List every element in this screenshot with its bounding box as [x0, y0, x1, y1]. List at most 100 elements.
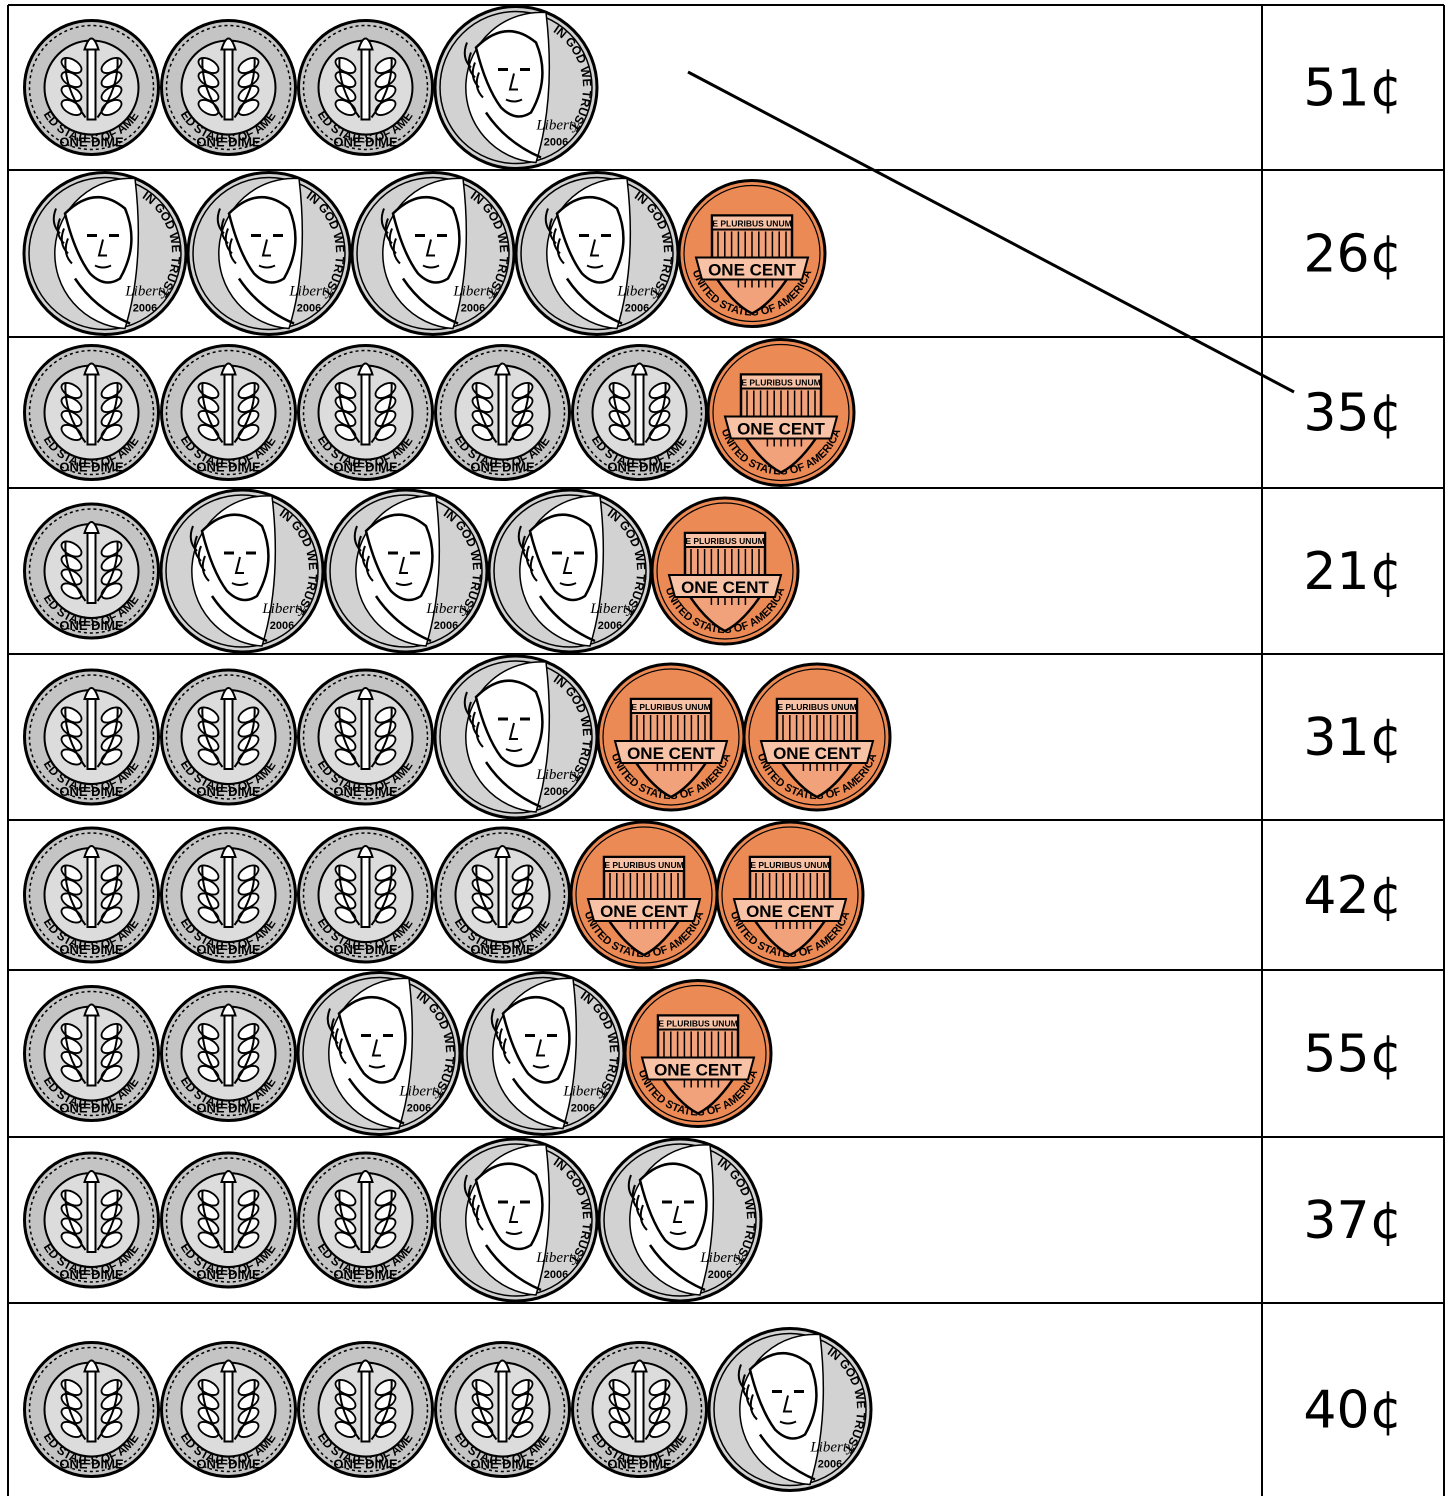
svg-text:2006: 2006 — [434, 620, 458, 632]
svg-text:ONE DIME: ONE DIME — [333, 1267, 398, 1282]
amount-label[interactable]: 42¢ — [1303, 866, 1402, 926]
svg-text:2006: 2006 — [818, 1459, 842, 1471]
svg-text:Liberty: Liberty — [535, 767, 580, 783]
svg-text:2006: 2006 — [461, 303, 485, 315]
amount-label[interactable]: 26¢ — [1303, 225, 1402, 285]
svg-text:ONE DIME: ONE DIME — [59, 618, 124, 633]
svg-text:E PLURIBUS UNUM: E PLURIBUS UNUM — [631, 702, 710, 712]
svg-text:2006: 2006 — [598, 620, 622, 632]
svg-text:ONE DIME: ONE DIME — [196, 784, 261, 799]
svg-text:ONE DIME: ONE DIME — [59, 784, 124, 799]
svg-text:ONE DIME: ONE DIME — [196, 1267, 261, 1282]
svg-text:Liberty: Liberty — [616, 284, 661, 300]
svg-text:2006: 2006 — [625, 303, 649, 315]
svg-text:ONE DIME: ONE DIME — [59, 1267, 124, 1282]
svg-text:ONE DIME: ONE DIME — [470, 460, 535, 475]
svg-text:ONE DIME: ONE DIME — [333, 1457, 398, 1472]
svg-text:ONE DIME: ONE DIME — [607, 460, 672, 475]
svg-text:ONE DIME: ONE DIME — [59, 1101, 124, 1116]
svg-text:ONE CENT: ONE CENT — [681, 578, 769, 597]
svg-text:ONE DIME: ONE DIME — [196, 460, 261, 475]
svg-text:ONE CENT: ONE CENT — [737, 420, 825, 439]
svg-text:ONE CENT: ONE CENT — [654, 1061, 742, 1080]
svg-text:Liberty: Liberty — [452, 284, 497, 300]
amount-label[interactable]: 35¢ — [1303, 384, 1402, 444]
svg-text:ONE DIME: ONE DIME — [59, 942, 124, 957]
amount-label[interactable]: 55¢ — [1303, 1025, 1402, 1085]
svg-text:ONE DIME: ONE DIME — [470, 942, 535, 957]
svg-text:Liberty: Liberty — [535, 118, 580, 134]
amount-label[interactable]: 37¢ — [1303, 1191, 1402, 1251]
svg-text:2006: 2006 — [708, 1269, 732, 1281]
coin-row: UNITED STATES OF AMERICAONE DIME UNITED S… — [0, 0, 865, 970]
svg-text:Liberty: Liberty — [261, 601, 306, 617]
svg-text:ONE DIME: ONE DIME — [59, 135, 124, 150]
svg-text:ONE CENT: ONE CENT — [746, 902, 834, 921]
svg-text:Liberty: Liberty — [589, 601, 634, 617]
svg-text:ONE DIME: ONE DIME — [470, 1457, 535, 1472]
svg-text:2006: 2006 — [571, 1103, 595, 1115]
svg-text:Liberty: Liberty — [535, 1250, 580, 1266]
svg-text:ONE DIME: ONE DIME — [333, 135, 398, 150]
grid-lines — [7, 4, 1445, 1496]
svg-text:2006: 2006 — [407, 1103, 431, 1115]
svg-text:E PLURIBUS UNUM: E PLURIBUS UNUM — [750, 860, 829, 870]
svg-text:ONE CENT: ONE CENT — [600, 902, 688, 921]
svg-text:2006: 2006 — [544, 786, 568, 798]
svg-text:E PLURIBUS UNUM: E PLURIBUS UNUM — [741, 378, 820, 388]
svg-text:Liberty: Liberty — [425, 601, 470, 617]
svg-text:ONE DIME: ONE DIME — [59, 460, 124, 475]
amount-label[interactable]: 21¢ — [1303, 542, 1402, 602]
svg-text:ONE DIME: ONE DIME — [196, 135, 261, 150]
svg-text:ONE DIME: ONE DIME — [59, 1457, 124, 1472]
svg-text:ONE DIME: ONE DIME — [196, 1101, 261, 1116]
svg-text:2006: 2006 — [270, 620, 294, 632]
svg-text:ONE CENT: ONE CENT — [627, 744, 715, 763]
svg-text:ONE DIME: ONE DIME — [196, 942, 261, 957]
amount-label[interactable]: 40¢ — [1303, 1381, 1402, 1441]
svg-text:ONE DIME: ONE DIME — [333, 460, 398, 475]
svg-text:Liberty: Liberty — [562, 1084, 607, 1100]
svg-text:ONE DIME: ONE DIME — [333, 784, 398, 799]
svg-text:Liberty: Liberty — [809, 1440, 854, 1456]
svg-text:E PLURIBUS UNUM: E PLURIBUS UNUM — [777, 702, 856, 712]
svg-text:E PLURIBUS UNUM: E PLURIBUS UNUM — [604, 860, 683, 870]
amount-label[interactable]: 51¢ — [1303, 59, 1402, 119]
svg-text:2006: 2006 — [544, 1269, 568, 1281]
dime-coin-icon[interactable]: UNITED STATES OF AMERICAONE DIME — [0, 0, 160, 156]
svg-text:Liberty: Liberty — [124, 284, 169, 300]
svg-text:E PLURIBUS UNUM: E PLURIBUS UNUM — [658, 1019, 737, 1029]
svg-text:Liberty: Liberty — [288, 284, 333, 300]
svg-text:ONE CENT: ONE CENT — [708, 261, 796, 280]
svg-text:ONE DIME: ONE DIME — [607, 1457, 672, 1472]
svg-text:2006: 2006 — [297, 303, 321, 315]
amount-label[interactable]: 31¢ — [1303, 708, 1402, 768]
svg-text:E PLURIBUS UNUM: E PLURIBUS UNUM — [685, 536, 764, 546]
svg-text:Liberty: Liberty — [398, 1084, 443, 1100]
